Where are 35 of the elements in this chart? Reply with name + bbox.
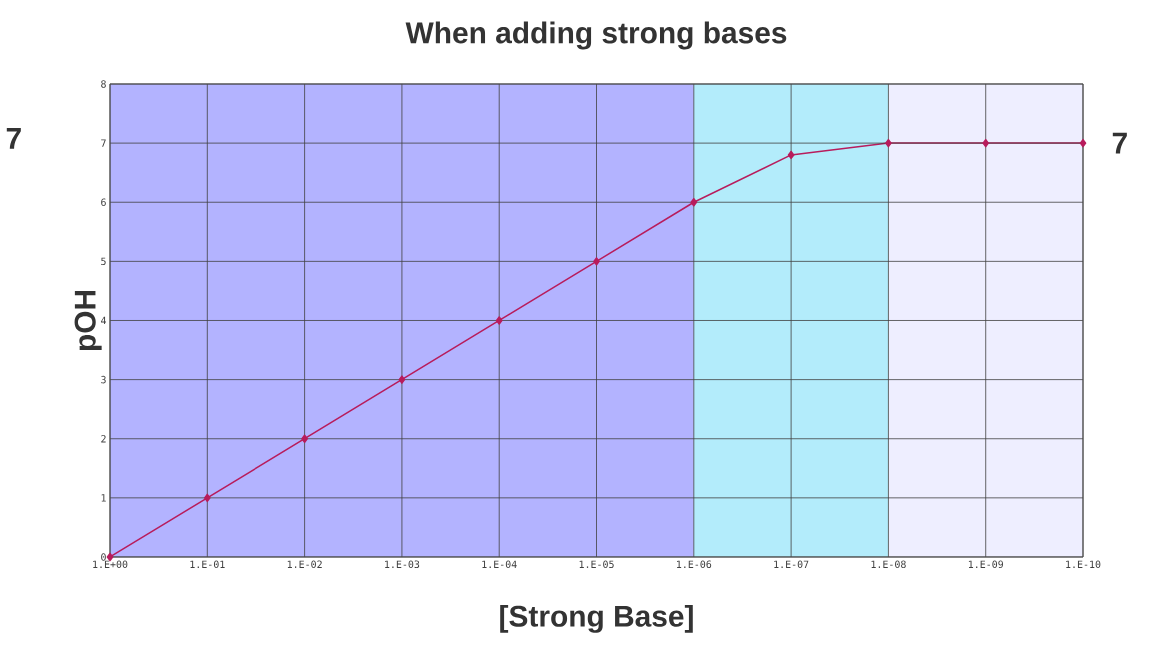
x-tick-label: 1.E-07	[774, 560, 809, 569]
point	[495, 316, 503, 325]
x-tick-label: 1.E-04	[482, 560, 517, 569]
point	[301, 434, 308, 443]
y-tick-label: 2	[101, 435, 106, 443]
point	[593, 257, 600, 266]
y-tick-label: 6	[101, 198, 106, 206]
chart-title: When adding strong bases	[405, 21, 787, 50]
x-tick-label: 1.E-02	[287, 560, 322, 569]
x-tick-label: 1.E-08	[871, 560, 906, 569]
point	[1079, 138, 1087, 148]
y-tick-label: 7	[101, 139, 106, 147]
point	[203, 493, 211, 503]
y-tick-label: 3	[101, 375, 106, 384]
y-tick-label: 8	[101, 80, 106, 88]
x-tick-label: 1.E-09	[968, 560, 1004, 569]
y-tick-label: 0	[101, 553, 106, 561]
x-tick-label: 1.E+00	[93, 560, 128, 569]
x-tick-label: 1.E-05	[579, 560, 614, 569]
point	[982, 138, 990, 148]
x-axis-title: [Strong Base]	[500, 604, 693, 633]
text: 7	[6, 128, 21, 149]
point	[690, 198, 698, 207]
y-axis-title: pOH	[74, 290, 102, 351]
x-tick-label: 1.E-10	[1066, 560, 1101, 569]
y-tick-label: 5	[101, 257, 106, 266]
y-tick-label: 4	[100, 316, 107, 325]
point	[398, 375, 406, 384]
x-tick-label: 1.E-01	[190, 560, 225, 569]
x-tick-label: 1.E-06	[677, 560, 712, 569]
point	[885, 138, 892, 148]
point	[787, 150, 795, 160]
y-tick-label: 1	[101, 494, 106, 502]
x-tick-label: 1.E-03	[385, 560, 420, 569]
annotation: 7	[1112, 132, 1127, 154]
